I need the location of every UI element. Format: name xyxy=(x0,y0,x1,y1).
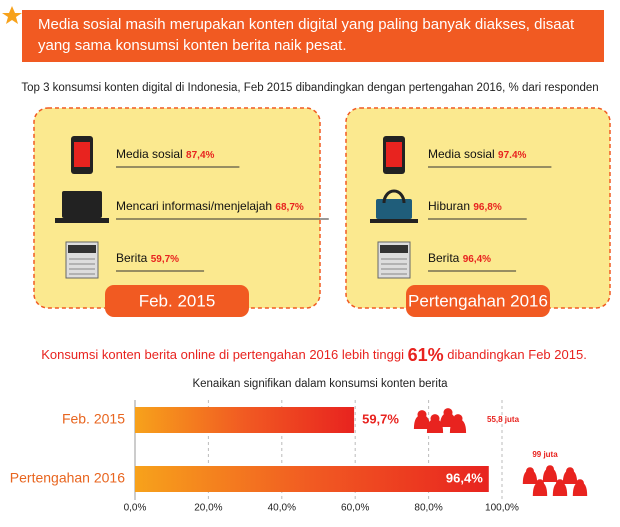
panels: Media sosial 87,4% Mencari informasi/menj… xyxy=(33,107,611,317)
highlight-after: dibandingkan Feb 2015. xyxy=(447,347,587,362)
person-body xyxy=(542,468,558,482)
audience-label: 55,8 juta xyxy=(487,415,520,424)
item-name: Hiburan xyxy=(428,199,470,213)
bar xyxy=(135,466,489,492)
highlight-value: 61% xyxy=(408,345,444,365)
header-text: Media sosial masih merupakan konten digi… xyxy=(38,16,575,54)
item-name: Berita xyxy=(116,251,148,265)
x-tick-label: 0,0% xyxy=(124,503,147,514)
star-icon xyxy=(2,6,22,24)
item-label: Hiburan 96,8% xyxy=(428,199,502,213)
highlight: Konsumsi konten berita online di perteng… xyxy=(41,345,587,365)
x-tick-label: 40,0% xyxy=(268,503,296,514)
x-tick-label: 100,0% xyxy=(485,503,519,514)
laptop-base xyxy=(55,218,109,223)
x-tick-label: 60,0% xyxy=(341,503,369,514)
bar xyxy=(135,407,355,433)
item-label: Media sosial 87,4% xyxy=(116,147,215,161)
item-label: Media sosial 97.4% xyxy=(428,147,527,161)
item-name: Berita xyxy=(428,251,460,265)
item-value: 59,7% xyxy=(151,254,179,265)
panel-label: Feb. 2015 xyxy=(139,291,216,310)
header-holder: Media sosial masih merupakan konten digi… xyxy=(38,16,575,54)
audience-label: 99 juta xyxy=(532,450,558,459)
value-label: 96,4% xyxy=(446,470,483,485)
headphone-icon xyxy=(382,189,406,204)
header-box xyxy=(22,10,604,62)
x-tick-label: 80,0% xyxy=(414,503,442,514)
person-body xyxy=(449,419,467,433)
category-label: Feb. 2015 xyxy=(62,411,125,427)
item-label: Berita 59,7% xyxy=(116,251,179,265)
item-value: 96,4% xyxy=(463,254,491,265)
panel-label: Pertengahan 2016 xyxy=(408,291,548,310)
item-name: Mencari informasi/menjelajah xyxy=(116,199,272,213)
person-body xyxy=(522,470,538,484)
panel-label-box xyxy=(406,285,550,317)
person-body xyxy=(562,470,578,484)
person-body xyxy=(532,482,548,496)
laptop-icon xyxy=(376,199,412,219)
category-label: Pertengahan 2016 xyxy=(10,470,125,486)
subtitle: Top 3 konsumsi konten digital di Indones… xyxy=(21,82,598,94)
news-band xyxy=(68,245,96,253)
value-label: 59,7% xyxy=(362,411,399,426)
laptop-icon xyxy=(62,191,102,218)
highlight-before: Konsumsi konten berita online di perteng… xyxy=(41,347,404,362)
item-label: Mencari informasi/menjelajah 68,7% xyxy=(116,199,304,213)
item-value: 97.4% xyxy=(498,150,526,161)
item-value: 96,8% xyxy=(473,202,501,213)
phone-screen xyxy=(386,142,402,167)
chart-title: Kenaikan signifikan dalam konsumsi konte… xyxy=(192,378,448,390)
person-body xyxy=(552,482,568,496)
item-name: Media sosial xyxy=(116,147,183,161)
x-tick-label: 20,0% xyxy=(194,503,222,514)
item-value: 68,7% xyxy=(275,202,303,213)
person-body xyxy=(426,419,444,433)
phone-screen xyxy=(74,142,90,167)
news-band xyxy=(380,245,408,253)
item-value: 87,4% xyxy=(186,150,214,161)
item-name: Media sosial xyxy=(428,147,495,161)
bar-chart: Kenaikan signifikan dalam konsumsi konte… xyxy=(10,378,588,514)
person-body xyxy=(572,482,588,496)
panel-label-box xyxy=(105,285,249,317)
item-label: Berita 96,4% xyxy=(428,251,491,265)
person-body xyxy=(413,415,431,429)
laptop-base xyxy=(370,219,418,223)
